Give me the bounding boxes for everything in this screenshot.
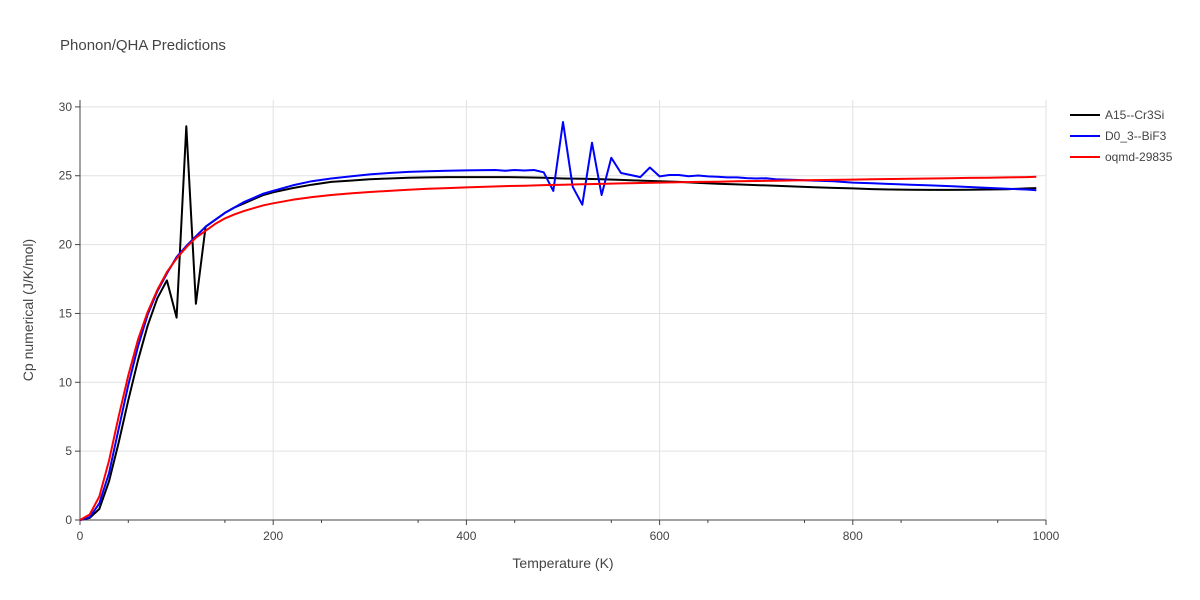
series-line-d0-3-bif3 [79, 121, 1037, 521]
y-tick-label: 10 [59, 375, 73, 389]
series-line-oqmd-29835 [79, 175, 1037, 521]
legend-label: A15--Cr3Si [1105, 108, 1164, 122]
x-tick-label: 200 [263, 529, 283, 543]
x-tick-label: 0 [77, 529, 84, 543]
x-tick-label: 600 [650, 529, 670, 543]
y-tick-label: 5 [65, 444, 72, 458]
legend: A15--Cr3Si D0_3--BiF3 oqmd-29835 [1070, 108, 1173, 164]
axes [79, 100, 1046, 521]
y-tick-label: 0 [65, 513, 72, 527]
grid [80, 100, 1047, 520]
y-ticks: 0 5 10 15 20 25 30 [59, 100, 80, 527]
x-tick-label: 1000 [1033, 529, 1060, 543]
y-tick-label: 20 [59, 238, 73, 252]
x-tick-label: 400 [456, 529, 476, 543]
series-group [79, 121, 1037, 521]
x-tick-label: 800 [843, 529, 863, 543]
legend-label: D0_3--BiF3 [1105, 129, 1167, 143]
y-axis-title: Cp numerical (J/K/mol) [20, 239, 36, 381]
x-ticks: 0 200 400 600 800 1000 [77, 520, 1060, 543]
legend-label: oqmd-29835 [1105, 150, 1173, 164]
x-axis-title: Temperature (K) [512, 555, 613, 571]
series-line-a15-cr3si [79, 125, 1037, 521]
chart-title: Phonon/QHA Predictions [60, 37, 226, 54]
y-tick-label: 25 [59, 169, 73, 183]
y-tick-label: 15 [59, 306, 73, 320]
y-tick-label: 30 [59, 100, 73, 114]
